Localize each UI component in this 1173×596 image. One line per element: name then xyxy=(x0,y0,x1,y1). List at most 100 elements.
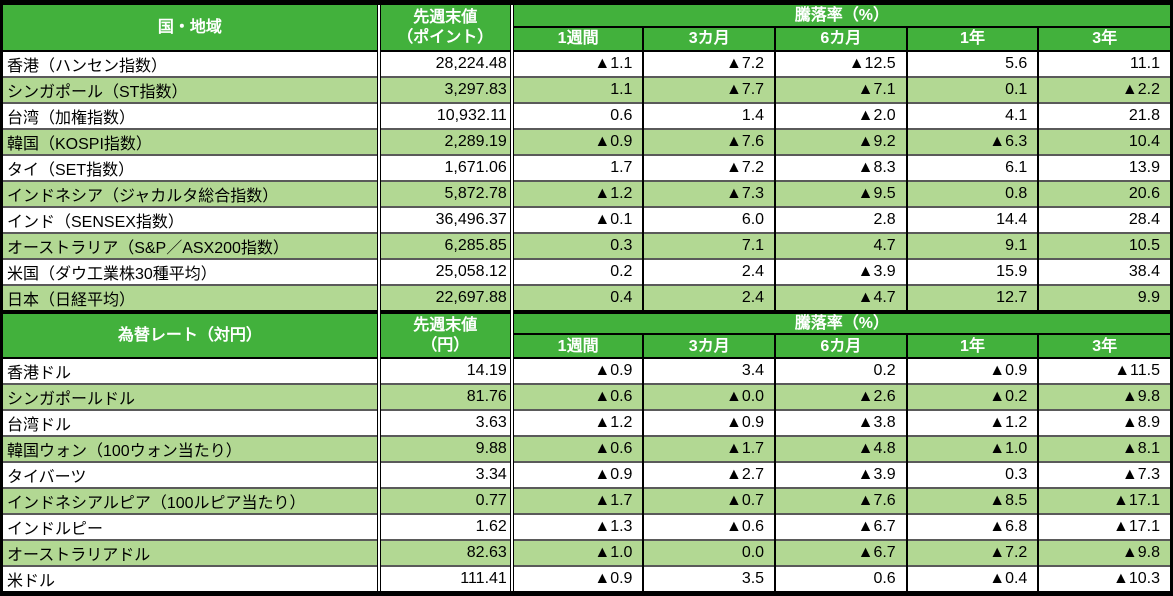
change-value: 1.4 xyxy=(642,102,776,129)
change-value: 1.7 xyxy=(510,154,644,181)
change-value: 12.7 xyxy=(905,284,1039,312)
change-value: ▲0.9 xyxy=(642,409,776,437)
last-week-value: 28,224.48 xyxy=(378,50,514,77)
change-value: ▲12.5 xyxy=(774,50,907,77)
table-row: タイ（SET指数） 1,671.06 1.7 ▲7.2 ▲8.3 6.1 13.9 xyxy=(3,154,1170,181)
change-value: ▲9.8 xyxy=(1037,539,1170,567)
last-week-value: 5,872.78 xyxy=(378,180,514,207)
change-value: ▲8.3 xyxy=(774,154,907,181)
fx-rows: 香港ドル 14.19 ▲0.9 3.4 0.2 ▲0.9 ▲11.5 シンガポールドル 81.7… xyxy=(3,357,1170,592)
change-value: 13.9 xyxy=(1037,154,1170,181)
row-label: タイ（SET指数） xyxy=(3,154,381,181)
change-value: ▲9.8 xyxy=(1037,383,1170,411)
change-value: ▲0.1 xyxy=(510,206,644,233)
indices-rows: 香港（ハンセン指数） 28,224.48 ▲1.1 ▲7.2 ▲12.5 5.6 11.1 シ… xyxy=(3,50,1170,312)
last-week-value: 81.76 xyxy=(378,383,514,411)
col-header-1week: 1週間 xyxy=(510,334,644,359)
change-value: ▲7.3 xyxy=(1037,461,1170,489)
last-week-value: 3,297.83 xyxy=(378,76,514,103)
col-header-lastweek-yen: 先週末値 （円） xyxy=(378,309,514,359)
last-week-value: 1,671.06 xyxy=(378,154,514,181)
change-value: 1.1 xyxy=(510,76,644,103)
change-value: ▲1.0 xyxy=(905,435,1039,463)
row-label: インドネシア（ジャカルタ総合指数） xyxy=(3,180,381,207)
row-label: 台湾ドル xyxy=(3,409,381,437)
col-header-3months: 3カ月 xyxy=(642,27,776,51)
change-value: ▲0.0 xyxy=(642,383,776,411)
change-value: 14.4 xyxy=(905,206,1039,233)
col-header-country-region: 国・地域 xyxy=(3,5,381,51)
fx-header: 為替レート（対円） 先週末値 （円） 騰落率（%） 1週間 3カ月 6カ月 1年… xyxy=(3,309,1170,359)
change-value: ▲7.7 xyxy=(642,76,776,103)
table-row: 米国（ダウ工業株30種平均） 25,058.12 0.2 2.4 ▲3.9 15.9 38.… xyxy=(3,258,1170,285)
change-value: ▲8.9 xyxy=(1037,409,1170,437)
change-value: ▲7.3 xyxy=(642,180,776,207)
col-header-3years: 3年 xyxy=(1037,27,1170,51)
change-value: 5.6 xyxy=(905,50,1039,77)
value-header-line2: （ポイント） xyxy=(397,28,494,46)
change-value: ▲0.7 xyxy=(642,487,776,515)
table-row: 韓国ウォン（100ウォン当たり） 9.88 ▲0.6 ▲1.7 ▲4.8 ▲1.0 ▲8.1 xyxy=(3,435,1170,463)
change-value: ▲7.2 xyxy=(905,539,1039,567)
row-label: 日本（日経平均） xyxy=(3,284,381,312)
change-value: 0.1 xyxy=(905,76,1039,103)
col-header-6months: 6カ月 xyxy=(774,27,907,51)
row-label: 香港（ハンセン指数） xyxy=(3,50,381,77)
value-header-line1: 先週末値 xyxy=(413,317,478,335)
change-value: 3.4 xyxy=(642,357,776,385)
table-row: 台湾ドル 3.63 ▲1.2 ▲0.9 ▲3.8 ▲1.2 ▲8.9 xyxy=(3,409,1170,437)
change-value: ▲0.9 xyxy=(905,357,1039,385)
row-label: 香港ドル xyxy=(3,357,381,385)
change-value: ▲2.7 xyxy=(642,461,776,489)
change-value: 10.5 xyxy=(1037,232,1170,259)
change-value: ▲7.2 xyxy=(642,50,776,77)
change-value: ▲6.7 xyxy=(774,513,907,541)
change-value: ▲6.7 xyxy=(774,539,907,567)
change-value: ▲7.2 xyxy=(642,154,776,181)
change-value: ▲8.5 xyxy=(905,487,1039,515)
table-row: インドルピー 1.62 ▲1.3 ▲0.6 ▲6.7 ▲6.8 ▲17.1 xyxy=(3,513,1170,541)
change-value: 21.8 xyxy=(1037,102,1170,129)
table-row: 日本（日経平均） 22,697.88 0.4 2.4 ▲4.7 12.7 9.9 xyxy=(3,284,1170,312)
change-value: ▲3.9 xyxy=(774,461,907,489)
change-value: ▲1.7 xyxy=(642,435,776,463)
row-label: 韓国（KOSPI指数） xyxy=(3,128,381,155)
col-header-change-rate: 騰落率（%） xyxy=(511,309,1170,336)
change-value: ▲7.1 xyxy=(774,76,907,103)
row-label: オーストラリア（S&P／ASX200指数） xyxy=(3,232,381,259)
change-value: ▲7.6 xyxy=(642,128,776,155)
change-value: ▲9.5 xyxy=(774,180,907,207)
change-value: ▲0.9 xyxy=(510,461,644,489)
change-value: ▲1.3 xyxy=(510,513,644,541)
change-value: 10.4 xyxy=(1037,128,1170,155)
table-row: インド（SENSEX指数） 36,496.37 ▲0.1 6.0 2.8 14.4 28.4 xyxy=(3,206,1170,233)
last-week-value: 14.19 xyxy=(378,357,514,385)
last-week-value: 1.62 xyxy=(378,513,514,541)
change-value: ▲2.0 xyxy=(774,102,907,129)
change-value: 15.9 xyxy=(905,258,1039,285)
change-value: 4.7 xyxy=(774,232,907,259)
row-label: タイバーツ xyxy=(3,461,381,489)
change-value: ▲0.9 xyxy=(510,128,644,155)
change-value: ▲1.2 xyxy=(905,409,1039,437)
last-week-value: 22,697.88 xyxy=(378,284,514,312)
change-value: 6.1 xyxy=(905,154,1039,181)
change-value: ▲0.6 xyxy=(642,513,776,541)
change-value: ▲6.3 xyxy=(905,128,1039,155)
col-header-1year: 1年 xyxy=(905,27,1039,51)
col-header-3months: 3カ月 xyxy=(642,334,776,359)
change-value: ▲0.6 xyxy=(510,435,644,463)
change-value: 6.0 xyxy=(642,206,776,233)
change-value: ▲1.2 xyxy=(510,409,644,437)
change-value: ▲1.1 xyxy=(510,50,644,77)
change-value: ▲7.6 xyxy=(774,487,907,515)
change-value: 0.2 xyxy=(774,357,907,385)
row-label: シンガポールドル xyxy=(3,383,381,411)
change-value: 0.4 xyxy=(510,284,644,312)
change-value: ▲1.0 xyxy=(510,539,644,567)
value-header-line2: （円） xyxy=(421,336,470,354)
change-value: 0.0 xyxy=(642,539,776,567)
row-label: インドルピー xyxy=(3,513,381,541)
period-header-row: 1週間 3カ月 6カ月 1年 3年 xyxy=(3,27,1170,51)
